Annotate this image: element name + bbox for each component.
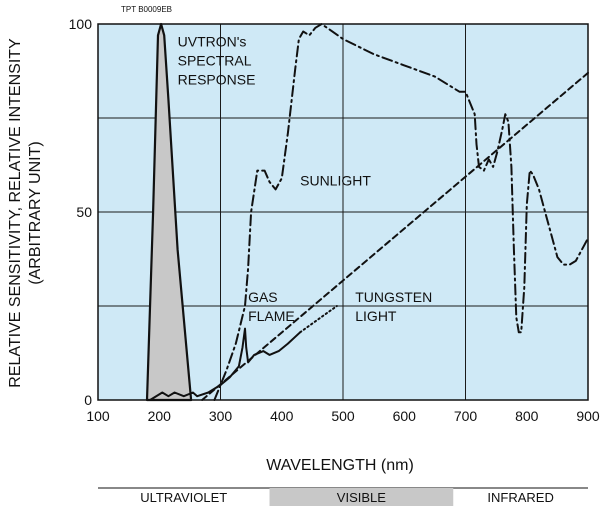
annotation-uvtron: UVTRON's (178, 34, 247, 50)
annotation-uvtron: RESPONSE (178, 72, 256, 88)
y-axis-title-line2: (ARBITRARY UNIT) (27, 141, 44, 284)
annotation-gas: GAS (248, 289, 278, 305)
x-axis-title: WAVELENGTH (nm) (266, 457, 414, 474)
frame (97, 23, 589, 401)
y-tick-label: 50 (76, 204, 92, 220)
series-tungsten_light (201, 71, 589, 401)
annotation-sunlight: SUNLIGHT (300, 173, 371, 189)
annotation-gas: FLAME (248, 308, 295, 324)
spectral-regions-bar: ULTRAVIOLET VISIBLE INFRARED (98, 487, 588, 506)
series-sunlight (213, 23, 589, 401)
x-tick-label: 800 (515, 408, 539, 424)
series-uvtron (145, 22, 193, 402)
annotation-tungsten: LIGHT (355, 308, 397, 324)
x-tick-label: 100 (86, 408, 110, 424)
annotations: UVTRON's SPECTRAL RESPONSE SUNLIGHT GAS FLAME… (178, 34, 433, 325)
x-tick-label: 600 (393, 408, 417, 424)
y-tick-label: 100 (69, 16, 93, 32)
y-tick-label: 0 (84, 392, 92, 408)
reference-code: TPT B0009EB (121, 5, 172, 14)
region-label: VISIBLE (337, 490, 386, 505)
x-tick-label: 700 (454, 408, 478, 424)
tick-labels: 100 200 300 400 500 600 700 800 900 0 50 100 (69, 16, 600, 424)
region-shade (269, 488, 454, 506)
x-tick-label: 400 (270, 408, 294, 424)
region-label: INFRARED (487, 490, 553, 505)
series-tungsten (299, 305, 338, 334)
x-tick-label: 500 (331, 408, 355, 424)
x-tick-label: 900 (576, 408, 600, 424)
plot-frame (97, 23, 589, 401)
x-tick-label: 300 (209, 408, 233, 424)
y-axis-title-line1: RELATIVE SENSITIVITY, RELATIVE INTENSITY (7, 38, 24, 388)
data-series (145, 22, 589, 402)
region-label: ULTRAVIOLET (140, 490, 227, 505)
series-gas (149, 327, 302, 401)
x-tick-label: 200 (148, 408, 172, 424)
annotation-tungsten: TUNGSTEN (355, 289, 432, 305)
annotation-uvtron: SPECTRAL (178, 53, 252, 69)
